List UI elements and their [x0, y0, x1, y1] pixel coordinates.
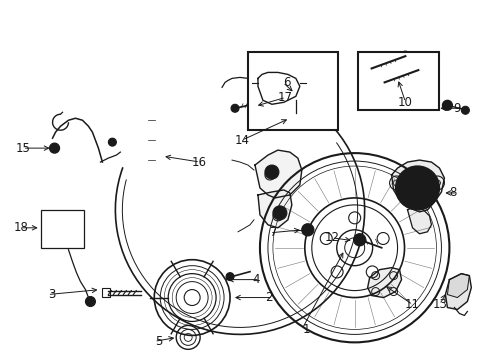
Text: 1: 1 — [302, 323, 310, 336]
Text: 17: 17 — [278, 91, 293, 104]
Text: 8: 8 — [449, 186, 457, 199]
Text: 14: 14 — [235, 134, 250, 147]
Bar — [41, 210, 84, 248]
Circle shape — [442, 100, 452, 110]
Text: 10: 10 — [397, 96, 413, 109]
Circle shape — [264, 77, 292, 105]
Text: 13: 13 — [433, 298, 447, 311]
Circle shape — [395, 166, 440, 210]
Text: 4: 4 — [252, 273, 260, 286]
Text: 6: 6 — [283, 76, 291, 89]
Text: 15: 15 — [16, 141, 30, 155]
Circle shape — [265, 165, 279, 179]
Polygon shape — [258, 190, 292, 228]
Polygon shape — [445, 274, 471, 310]
Text: 9: 9 — [453, 102, 461, 115]
Bar — [248, 53, 338, 130]
Text: 7: 7 — [270, 226, 278, 239]
Polygon shape — [258, 72, 300, 104]
Circle shape — [226, 273, 234, 280]
Text: 16: 16 — [192, 156, 207, 168]
Circle shape — [85, 297, 96, 306]
Text: 5: 5 — [155, 335, 162, 348]
Circle shape — [367, 63, 377, 73]
Circle shape — [49, 143, 59, 153]
Circle shape — [380, 77, 390, 87]
Polygon shape — [392, 160, 444, 212]
Text: 12: 12 — [325, 231, 340, 244]
Text: 3: 3 — [48, 288, 55, 301]
Circle shape — [291, 90, 301, 100]
Circle shape — [231, 104, 239, 112]
Polygon shape — [447, 274, 469, 298]
Text: 18: 18 — [14, 221, 28, 234]
Circle shape — [108, 138, 116, 146]
Polygon shape — [368, 268, 401, 298]
Text: 11: 11 — [405, 298, 419, 311]
Circle shape — [414, 65, 423, 75]
Circle shape — [354, 234, 366, 246]
Circle shape — [400, 51, 410, 61]
Bar — [102, 288, 110, 297]
Text: 2: 2 — [265, 291, 272, 304]
Polygon shape — [255, 150, 302, 198]
Circle shape — [462, 106, 469, 114]
Bar — [358, 53, 440, 110]
Circle shape — [302, 224, 314, 236]
Polygon shape — [408, 207, 432, 234]
Circle shape — [273, 206, 287, 220]
